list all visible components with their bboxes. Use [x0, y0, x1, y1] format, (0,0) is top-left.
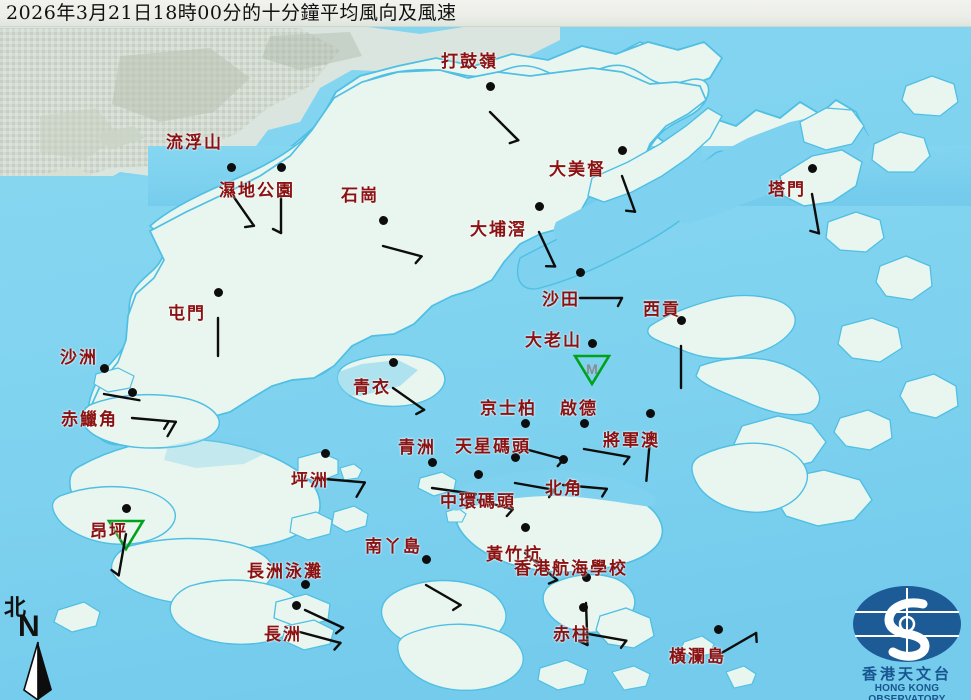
station-dot-icon	[226, 162, 236, 172]
station-label-sha-chau: 沙洲	[60, 348, 98, 368]
station-dot-icon	[213, 287, 223, 297]
station-dot-icon	[520, 522, 530, 532]
station-dot-icon	[578, 602, 588, 612]
station-dot-icon	[276, 162, 286, 172]
station-label-tseung-kwan-o: 將軍澳	[603, 431, 660, 451]
station-dot-icon	[473, 469, 483, 479]
station-label-star-ferry: 天星碼頭	[455, 437, 531, 457]
station-label-waglan-island: 橫瀾島	[669, 647, 726, 667]
station-dot-icon	[617, 145, 627, 155]
station-label-tai-po-kau: 大埔滘	[470, 220, 527, 240]
hk-geography	[0, 64, 971, 700]
station-label-sai-kung: 西貢	[643, 300, 681, 320]
hko-logo: 香港天文台 HONG KONG OBSERVATORY	[845, 584, 969, 700]
station-label-peng-chau: 坪洲	[291, 471, 329, 491]
station-label-hk-sea-school: 香港航海學校	[514, 559, 628, 579]
station-label-tate-cairn: 大老山	[525, 331, 582, 351]
station-label-king-s-park: 京士柏	[480, 399, 537, 419]
station-label-green-island: 青洲	[398, 438, 436, 458]
page-title: 2026年3月21日18時00分的十分鐘平均風向及風速	[6, 2, 457, 24]
station-dot-icon	[713, 624, 723, 634]
station-label-ta-kwu-ling: 打鼓嶺	[441, 52, 498, 72]
station-dot-icon	[121, 503, 131, 513]
station-dot-icon	[581, 572, 591, 582]
title-bar: 2026年3月21日18時00分的十分鐘平均風向及風速	[0, 0, 971, 27]
map-base-layer	[0, 26, 971, 700]
station-label-cheung-chau: 長洲	[264, 625, 302, 645]
station-dot-icon	[378, 215, 388, 225]
station-label-north-point: 北角	[545, 479, 583, 499]
station-dot-icon	[485, 81, 495, 91]
map-canvas: M	[0, 26, 971, 700]
station-label-tsing-yi: 青衣	[353, 378, 391, 398]
station-dot-icon	[127, 387, 137, 397]
station-label-cheung-chau-beach: 長洲泳灘	[247, 562, 323, 582]
station-dot-icon	[510, 452, 520, 462]
station-label-kai-tak: 啟德	[560, 399, 598, 419]
station-dot-icon	[320, 448, 330, 458]
hko-name-en: HONG KONG OBSERVATORY	[868, 683, 946, 700]
station-dot-icon	[520, 418, 530, 428]
station-dot-icon	[300, 579, 310, 589]
station-label-chek-lap-kok: 赤鱲角	[61, 410, 118, 430]
station-dot-icon	[807, 163, 817, 173]
station-dot-icon	[534, 201, 544, 211]
hko-logo-icon	[853, 586, 961, 662]
station-dot-icon	[587, 338, 597, 348]
hko-name-cn: 香港天文台	[861, 665, 952, 683]
station-label-tai-mei-tuk: 大美督	[549, 160, 606, 180]
station-label-ngong-ping: 昂坪	[90, 522, 128, 542]
station-dot-icon	[291, 600, 301, 610]
compass-needle-icon	[23, 641, 52, 700]
compass-north-en: N	[18, 610, 40, 643]
station-label-tuen-mun: 屯門	[168, 304, 206, 324]
station-dot-icon	[676, 315, 686, 325]
station-dot-icon	[579, 418, 589, 428]
station-dot-icon	[99, 363, 109, 373]
station-dot-icon	[558, 454, 568, 464]
station-label-shek-kong: 石崗	[341, 186, 379, 206]
station-label-lau-fau-shan: 流浮山	[166, 133, 223, 153]
station-label-tap-mun: 塔門	[768, 180, 806, 200]
compass-rose: 北 N	[4, 590, 74, 700]
compass-north-cn: 北	[4, 595, 27, 621]
station-label-sha-tin: 沙田	[542, 290, 580, 310]
station-dot-icon	[575, 267, 585, 277]
station-dot-icon	[388, 357, 398, 367]
station-dot-icon	[427, 457, 437, 467]
station-dot-icon	[421, 554, 431, 564]
station-label-lamma-island: 南丫島	[365, 537, 422, 557]
station-label-stanley: 赤柱	[553, 625, 591, 645]
station-dot-icon	[645, 408, 655, 418]
station-label-wetland-park: 濕地公園	[219, 181, 295, 201]
station-label-central-pier: 中環碼頭	[440, 492, 516, 512]
